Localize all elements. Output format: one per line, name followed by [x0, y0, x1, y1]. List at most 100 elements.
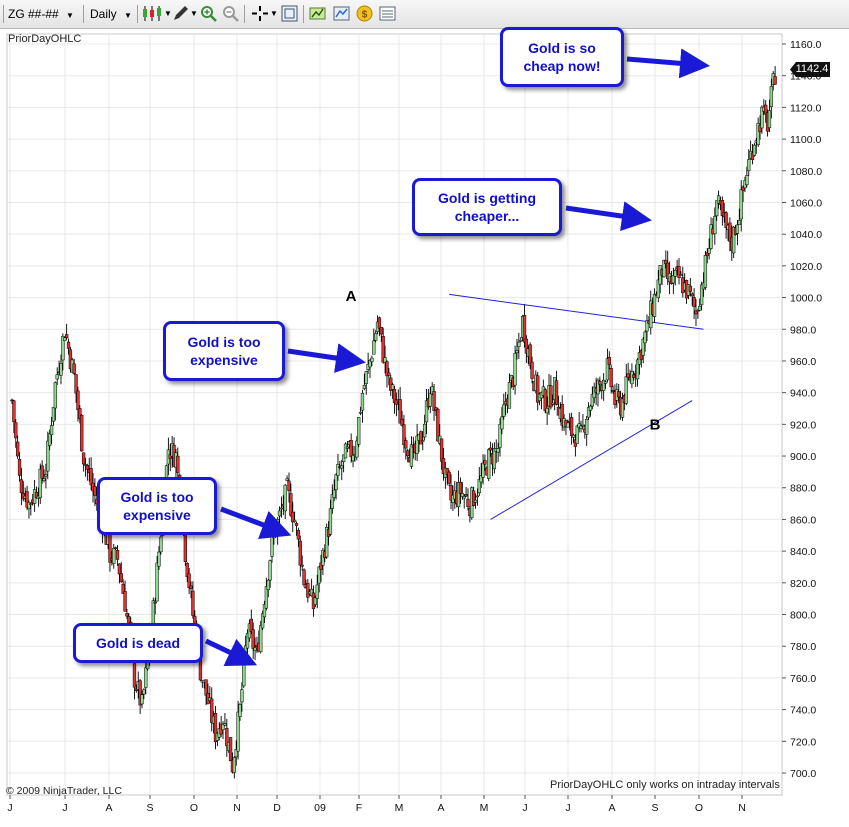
x-tick-label: N — [233, 802, 241, 814]
x-tick-label: M — [480, 802, 489, 814]
candle-down — [741, 186, 745, 191]
x-tick-label: O — [190, 802, 198, 814]
strategies-icon[interactable] — [333, 5, 350, 22]
candle-up — [671, 275, 676, 284]
candle-up — [502, 404, 506, 417]
toolbar-separator — [137, 5, 138, 23]
candlestick-icon[interactable] — [141, 5, 163, 22]
candle-up — [317, 566, 321, 584]
plot-border — [6, 33, 783, 796]
x-tick-label: J — [522, 802, 527, 814]
candle-up — [662, 259, 666, 278]
candle-down — [690, 293, 694, 297]
candle-down — [549, 385, 553, 408]
candle-up — [698, 305, 702, 311]
candle-down — [377, 317, 382, 329]
candle-up — [760, 106, 764, 129]
coin-icon[interactable]: $ — [356, 5, 373, 22]
crosshair-icon[interactable] — [250, 5, 270, 22]
draw-pencil-icon[interactable] — [172, 5, 189, 22]
candle-down — [319, 562, 323, 570]
callout-text: Gold is getting cheaper... — [438, 190, 536, 224]
candle-down — [632, 374, 636, 378]
indicators-icon[interactable] — [309, 5, 326, 22]
candle-down — [121, 583, 125, 594]
chevron-down-icon[interactable]: ▼ — [164, 9, 172, 18]
candle-up — [673, 270, 677, 277]
candle-up — [456, 482, 461, 508]
chevron-down-icon[interactable]: ▼ — [190, 9, 198, 18]
zoom-in-icon[interactable] — [200, 5, 217, 22]
candle-up — [645, 320, 649, 332]
candle-up — [325, 527, 329, 558]
candle-up — [551, 402, 555, 405]
data-box-icon[interactable] — [281, 5, 298, 22]
instrument-label: ZG ##-## — [8, 7, 59, 21]
candle-up — [739, 189, 743, 220]
callout-arrow — [220, 506, 292, 539]
candle-up — [334, 474, 338, 490]
toolbar-separator — [303, 5, 304, 23]
candle-down — [66, 341, 71, 349]
candle-down — [524, 338, 529, 354]
candle-up — [262, 604, 267, 618]
candle-up — [703, 255, 708, 288]
candle-up — [519, 340, 523, 342]
chevron-down-icon[interactable]: ▼ — [270, 9, 278, 18]
candle-up — [330, 494, 334, 509]
candle-up — [260, 613, 265, 629]
candle-down — [666, 262, 670, 279]
chevron-down-icon: ▼ — [66, 11, 74, 20]
candle-up — [42, 478, 46, 481]
candle-down — [379, 327, 383, 335]
candle-up — [277, 510, 282, 517]
candle-down — [228, 737, 233, 762]
candle-up — [620, 398, 625, 418]
candle-up — [581, 424, 585, 427]
candle-up — [27, 502, 31, 510]
candle-up — [477, 479, 481, 494]
candle-up — [259, 625, 263, 652]
candle-down — [569, 417, 574, 437]
candle-down — [617, 391, 621, 398]
candle-up — [545, 408, 549, 414]
callout-text: Gold is so cheap now! — [523, 40, 601, 74]
footer-note: PriorDayOHLC only works on intraday inte… — [550, 779, 780, 791]
instrument-selector[interactable]: ZG ##-## ▼ — [8, 5, 80, 23]
candle-down — [466, 498, 470, 508]
candle-down — [17, 459, 22, 476]
candle-up — [362, 385, 367, 389]
properties-icon[interactable] — [379, 5, 396, 22]
candle-up — [566, 422, 570, 428]
candle-down — [385, 361, 389, 377]
candle-up — [242, 657, 246, 687]
candle-up — [428, 393, 432, 407]
candle-down — [528, 344, 532, 366]
candle-down — [185, 563, 189, 578]
candle-down — [664, 260, 668, 265]
candle-down — [488, 447, 493, 451]
candle-down — [728, 222, 732, 242]
interval-selector[interactable]: Daily ▼ — [90, 5, 134, 23]
y-tick-label: 1100.0 — [790, 134, 821, 146]
candle-down — [694, 310, 698, 315]
x-tick-label: J — [62, 802, 67, 814]
svg-text:$: $ — [362, 10, 368, 21]
indicator-label: PriorDayOHLC — [8, 33, 82, 45]
candle-down — [187, 573, 191, 588]
candle-up — [140, 694, 144, 705]
candle-up — [63, 337, 67, 341]
candle-down — [530, 361, 534, 379]
y-tick-label: 800.0 — [790, 610, 816, 622]
candle-up — [424, 400, 429, 423]
trendline — [490, 400, 693, 520]
candle-down — [677, 266, 681, 278]
zoom-out-icon[interactable] — [222, 5, 239, 22]
candle-down — [81, 452, 86, 465]
x-tick-label: S — [651, 802, 658, 814]
candle-up — [624, 376, 628, 404]
x-tick-label: 09 — [314, 802, 326, 814]
candle-down — [153, 601, 157, 604]
x-tick-label: A — [437, 802, 444, 814]
callout-too-expensive-upper: Gold is too expensive — [163, 321, 285, 381]
